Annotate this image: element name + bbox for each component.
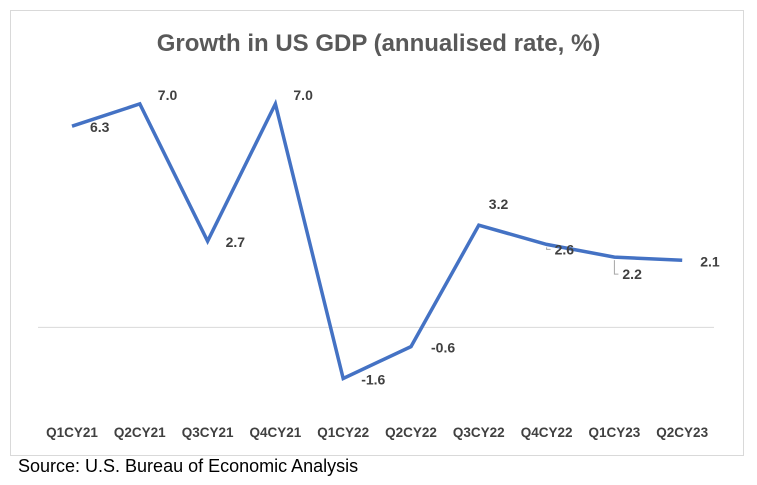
x-tick-label: Q3CY22 [453,425,505,440]
data-label: 2.2 [622,266,642,282]
data-label: 7.0 [158,87,178,103]
x-tick-label: Q3CY21 [182,425,234,440]
data-label: 3.2 [489,196,509,212]
data-label: -0.6 [431,340,455,356]
x-tick-label: Q4CY21 [250,425,302,440]
x-tick-label: Q4CY22 [521,425,573,440]
data-label: -1.6 [361,371,385,387]
x-tick-label: Q1CY21 [46,425,98,440]
data-label: 2.6 [555,241,575,257]
chart-frame [10,10,744,456]
source-note: Source: U.S. Bureau of Economic Analysis [18,456,359,476]
data-label: 2.7 [226,234,246,250]
data-label-leader-line [613,260,619,275]
gdp-growth-series-line [71,98,683,381]
data-label: 6.3 [90,119,110,135]
x-tick-label: Q1CY22 [317,425,369,440]
data-label: 2.1 [700,253,720,269]
x-tick-label: Q2CY21 [114,425,166,440]
chart-title: Growth in US GDP (annualised rate, %) [156,30,601,57]
data-label-leader-line [546,247,551,250]
x-tick-label: Q1CY23 [589,425,641,440]
x-tick-label: Q2CY23 [656,425,708,440]
data-label: 7.0 [293,87,313,103]
x-tick-label: Q2CY22 [385,425,437,440]
line-chart: Q1CY21 Q2CY21 Q3CY21 Q4CY21 Q1CY22 Q2CY22 Q3CY… [38,87,720,440]
